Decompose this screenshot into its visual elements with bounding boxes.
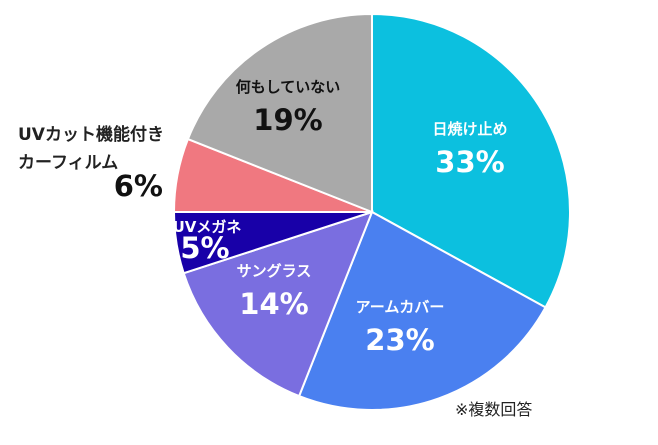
slice-value-label: 19% <box>253 103 322 137</box>
slice-name-label: アームカバー <box>356 298 445 316</box>
slice-name-label: カーフィルム <box>18 153 118 173</box>
pie-slice <box>297 210 547 411</box>
pie-slices <box>172 12 571 411</box>
slice-value-label: 23% <box>365 323 434 357</box>
slice-name-label: UVカット機能付き <box>18 124 164 145</box>
slice-name-label: UVメガネ <box>173 218 242 236</box>
slice-name-label: 日焼け止め <box>432 120 507 138</box>
slice-value-label: 14% <box>239 287 308 321</box>
footnote: ※複数回答 <box>455 400 533 419</box>
pie-slice <box>186 12 373 214</box>
slice-value-label: 6% <box>114 169 163 203</box>
slice-value-label: 5% <box>180 231 229 265</box>
slice-name-label: 何もしていない <box>236 78 341 96</box>
slice-name-label: サングラス <box>237 262 312 280</box>
slice-value-label: 33% <box>435 145 504 179</box>
pie-slice <box>371 12 571 309</box>
